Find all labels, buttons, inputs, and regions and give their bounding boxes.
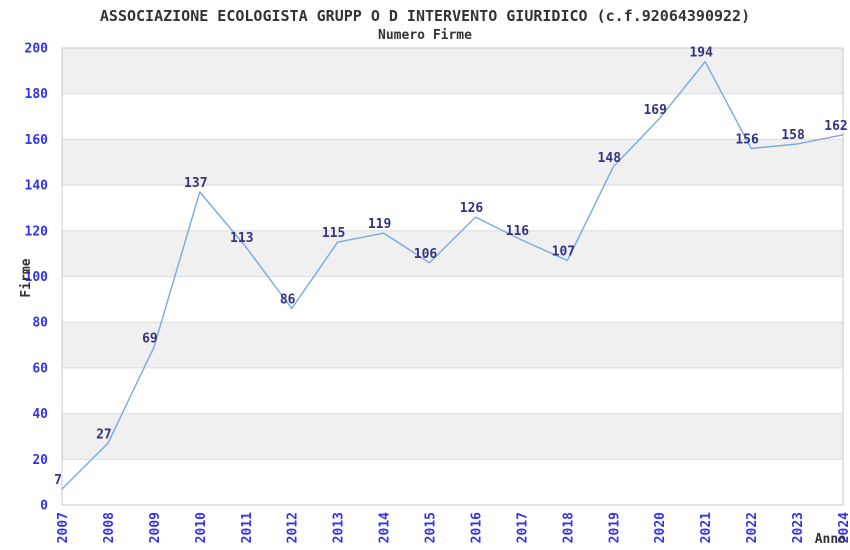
x-tick-label: 2020 <box>653 512 668 543</box>
plot-border <box>61 47 844 506</box>
y-tick-label: 180 <box>25 87 49 102</box>
data-label: 137 <box>184 176 207 191</box>
data-label: 106 <box>414 247 438 262</box>
x-axis-tick-labels: 2007 2008 2009 2010 2011 2012 2013 2014 2015 2016… <box>56 512 850 543</box>
y-axis-tick-labels: 0 20 40 60 80 100 120 140 160 180 200 <box>25 42 49 514</box>
x-tick-label: 2016 <box>470 512 485 543</box>
y-tick-label: 160 <box>25 133 49 148</box>
x-tick-label: 2010 <box>194 512 209 543</box>
y-axis-title: Firme <box>19 258 34 297</box>
x-tick-label: 2008 <box>102 512 117 543</box>
data-label: 162 <box>824 119 847 134</box>
y-tick-label: 0 <box>40 499 48 514</box>
series-line-numero-firme <box>61 61 844 490</box>
x-tick-label: 2014 <box>378 512 393 543</box>
y-tick-label: 80 <box>32 316 48 331</box>
x-tick-label: 2021 <box>699 512 714 543</box>
x-tick-label: 2013 <box>332 512 347 543</box>
data-label: 86 <box>280 293 296 308</box>
y-tick-label: 100 <box>25 270 49 285</box>
y-tick-label: 200 <box>25 42 49 57</box>
data-point-labels: 7 27 69 137 113 86 115 119 106 126 116 107 148 169 194… <box>54 46 848 488</box>
x-tick-label: 2009 <box>148 512 163 543</box>
x-tick-label: 2023 <box>791 512 806 543</box>
chart-subtitle: Numero Firme <box>378 28 472 43</box>
data-label: 194 <box>689 46 713 61</box>
x-tick-label: 2019 <box>607 512 622 543</box>
y-tick-label: 120 <box>25 224 49 239</box>
data-label: 107 <box>552 245 575 260</box>
y-tick-label: 40 <box>32 407 48 422</box>
y-tick-label: 60 <box>32 361 48 376</box>
data-label: 156 <box>735 133 759 148</box>
x-tick-label: 2011 <box>240 512 255 543</box>
x-tick-label: 2015 <box>424 512 439 543</box>
data-label: 27 <box>96 427 112 442</box>
data-label: 158 <box>781 128 805 143</box>
data-label: 116 <box>506 224 530 239</box>
data-label: 115 <box>322 226 345 241</box>
data-label: 126 <box>460 201 484 216</box>
data-label: 7 <box>54 473 62 488</box>
x-tick-label: 2007 <box>56 512 71 543</box>
x-tick-label: 2012 <box>286 512 301 543</box>
x-tick-label: 2024 <box>837 512 850 543</box>
x-tick-label: 2022 <box>745 512 760 543</box>
y-tick-label: 20 <box>32 453 48 468</box>
x-tick-label: 2018 <box>561 512 576 543</box>
chart-title: ASSOCIAZIONE ECOLOGISTA GRUPP O D INTERV… <box>99 7 751 25</box>
data-label: 119 <box>368 217 391 232</box>
data-label: 69 <box>142 331 158 346</box>
plot-background-bands <box>62 48 843 505</box>
y-tick-label: 140 <box>25 179 49 194</box>
data-label: 169 <box>643 103 666 118</box>
x-axis-title: Anno <box>815 532 846 547</box>
data-label: 148 <box>598 151 622 166</box>
data-label: 113 <box>230 231 253 246</box>
x-tick-label: 2017 <box>515 512 530 543</box>
gridlines <box>62 93 843 460</box>
